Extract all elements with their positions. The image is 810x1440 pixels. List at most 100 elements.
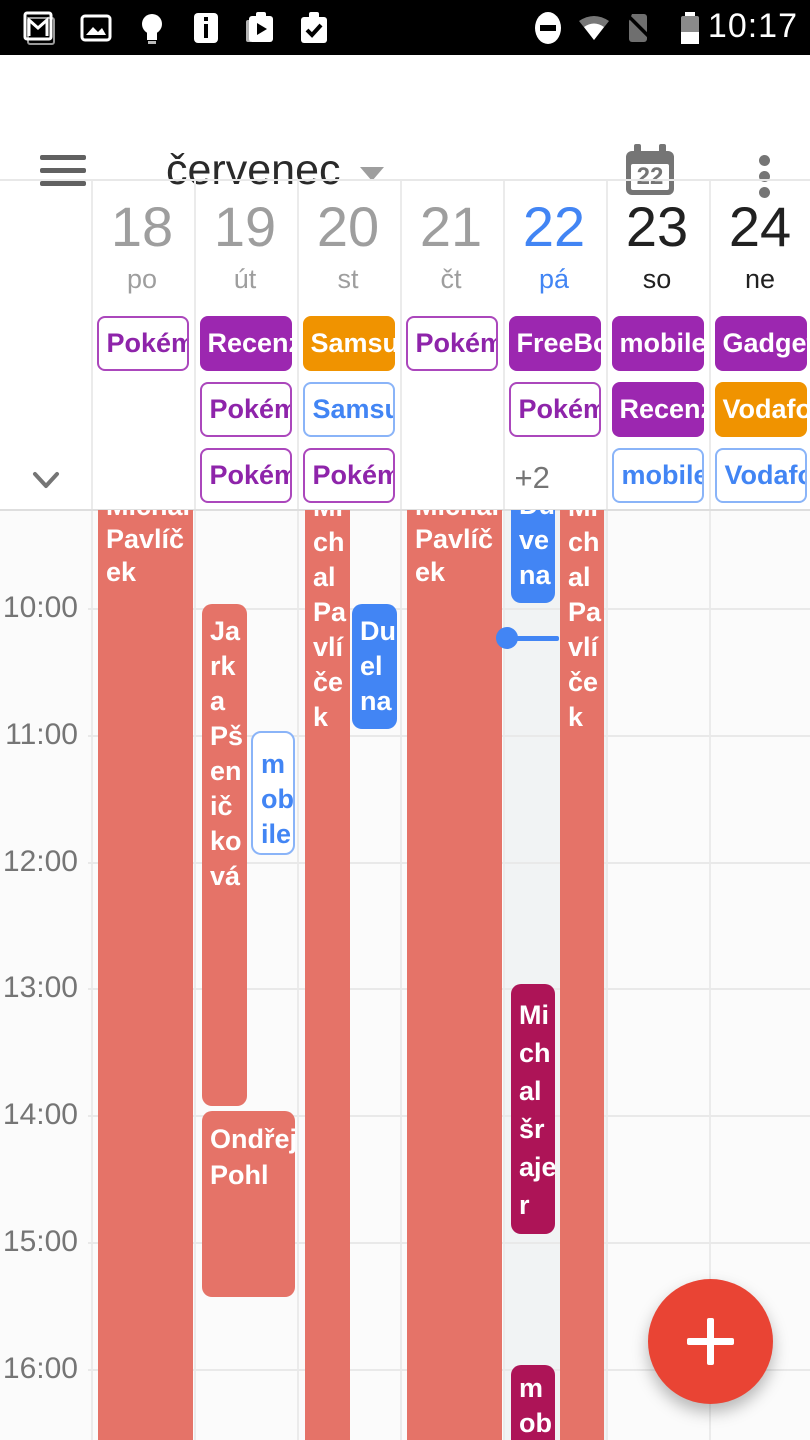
current-time-dot [496, 627, 518, 649]
day-header-21[interactable]: 21 čt [400, 190, 503, 294]
allday-chip-vodafo[interactable]: Vodafo [714, 382, 807, 437]
app-toolbar: červenec 22 [0, 55, 810, 198]
chevron-down-icon[interactable] [29, 466, 63, 494]
today-date-number: 22 [631, 163, 669, 190]
menu-icon[interactable] [40, 155, 86, 187]
allday-chip-pokém[interactable]: Pokém [302, 448, 395, 503]
allday-chip-samsu[interactable]: Samsu [302, 316, 395, 371]
allday-grid-divider [0, 509, 810, 511]
day-number: 23 [625, 195, 689, 258]
info-icon [194, 13, 218, 43]
day-header-24[interactable]: 24 ne [709, 190, 810, 294]
column-gridline [605, 181, 608, 1440]
hour-label-15:00: 15:00 [2, 1225, 78, 1258]
overflow-menu-icon[interactable] [759, 155, 771, 199]
hour-label-14:00: 14:00 [2, 1098, 78, 1132]
event-duelna-fri[interactable]: Duvena [511, 510, 555, 603]
hour-label-11:00: 11:00 [5, 717, 78, 751]
allday-chip-freebo[interactable]: FreeBo [508, 316, 601, 371]
event-title: MichalPavlíček [415, 510, 499, 587]
play-clipboard-icon [246, 12, 273, 42]
event-ondrej-pohl[interactable]: Ondřej Pohl [202, 1111, 295, 1297]
event-title: Duvena [519, 510, 555, 590]
gmail-icon [23, 11, 55, 45]
event-title: MichalPavlíček [313, 510, 347, 732]
allday-chip-gadget[interactable]: Gadget [714, 316, 807, 371]
event-mobile[interactable]: m ob ile [251, 731, 295, 855]
day-label: so [642, 264, 672, 294]
column-gridline [708, 181, 711, 1440]
allday-chip-vodafo[interactable]: Vodafo [714, 448, 807, 503]
battery-icon [681, 12, 699, 44]
day-label: čt [440, 264, 462, 294]
status-clock: 10:17 [707, 7, 798, 45]
dropdown-caret-icon [360, 167, 384, 181]
no-sim-icon [624, 12, 657, 45]
toolbar-divider [0, 179, 810, 181]
day-label: pá [538, 264, 570, 294]
event-mob[interactable]: m ob [511, 1365, 555, 1440]
allday-chip-samsu[interactable]: Samsu [302, 382, 395, 437]
day-header-18[interactable]: 18 po [91, 190, 194, 294]
hour-label-10:00: 10:00 [2, 591, 78, 624]
day-header-20[interactable]: 20 st [297, 190, 400, 294]
allday-chip-mobile[interactable]: mobile [611, 448, 704, 503]
day-number: 22 [522, 195, 586, 258]
column-gridline [296, 181, 299, 1440]
day-header-23[interactable]: 23 so [606, 190, 709, 294]
event-title: Ja rk a Pš en ič ko vá [210, 616, 244, 891]
allday-chip-mobile[interactable]: mobile [611, 316, 704, 371]
column-gridline [502, 181, 505, 1440]
event-michal-pavlicek-mon[interactable]: MichalPavlíček [98, 510, 193, 1440]
column-gridline [90, 181, 93, 1440]
lightbulb-icon [142, 14, 162, 44]
hour-label-13:00: 13:00 [2, 971, 78, 1005]
event-title: m ob [519, 1373, 552, 1438]
event-title: Du el na [360, 616, 396, 716]
event-duelna-wed[interactable]: Du el na [352, 604, 397, 729]
column-gridline [399, 181, 402, 1440]
event-michal-pavlicek-fri[interactable]: MichalPavlíček [560, 510, 604, 1440]
allday-chip-pokém[interactable]: Pokém [405, 316, 498, 371]
day-number: 21 [419, 195, 483, 258]
hour-label-16:00: 16:00 [2, 1351, 78, 1385]
day-number: 20 [316, 195, 380, 258]
event-michal-srajer[interactable]: Mi ch al šr aje r [511, 984, 555, 1234]
month-title[interactable]: červenec [166, 146, 341, 194]
create-event-fab[interactable] [648, 1279, 773, 1404]
day-label: po [126, 264, 158, 294]
allday-chip-recenz[interactable]: Recenz [199, 316, 292, 371]
event-michal-pavlicek-wed[interactable]: MichalPavlíček [305, 510, 350, 1440]
photos-icon [80, 14, 112, 42]
day-number: 24 [728, 195, 792, 258]
wifi-icon [579, 16, 609, 40]
day-label: st [337, 264, 359, 294]
day-number: 18 [110, 195, 174, 258]
allday-chip-pokém[interactable]: Pokém [508, 382, 601, 437]
column-gridline [193, 181, 196, 1440]
event-jarka-psenickova[interactable]: Ja rk a Pš en ič ko vá [202, 604, 247, 1106]
status-bar: 10:17 [0, 0, 810, 55]
day-label: út [233, 264, 257, 294]
current-time-line [505, 636, 559, 641]
allday-more-count[interactable]: +2 [514, 460, 550, 495]
event-michal-pavlicek-thu[interactable]: MichalPavlíček [407, 510, 502, 1440]
allday-chip-pokém[interactable]: Pokém [199, 448, 292, 503]
event-title: Mi ch al šr aje r [519, 1000, 555, 1220]
tasks-check-icon [301, 12, 327, 43]
event-title: MichalPavlíček [106, 510, 190, 587]
day-label: ne [744, 264, 776, 294]
allday-chip-recenz[interactable]: Recenz [611, 382, 704, 437]
allday-chip-pokém[interactable]: Pokém [96, 316, 189, 371]
hour-label-12:00: 12:00 [2, 844, 78, 878]
allday-chip-pokém[interactable]: Pokém [199, 382, 292, 437]
event-title: MichalPavlíček [568, 510, 602, 732]
event-title: Ondřej Pohl [210, 1124, 295, 1190]
event-title: m ob ile [261, 749, 294, 849]
day-number: 19 [213, 195, 277, 258]
today-calendar-icon[interactable]: 22 [626, 144, 674, 195]
day-header-19[interactable]: 19 út [194, 190, 297, 294]
day-header-22[interactable]: 22 pá [503, 190, 606, 294]
